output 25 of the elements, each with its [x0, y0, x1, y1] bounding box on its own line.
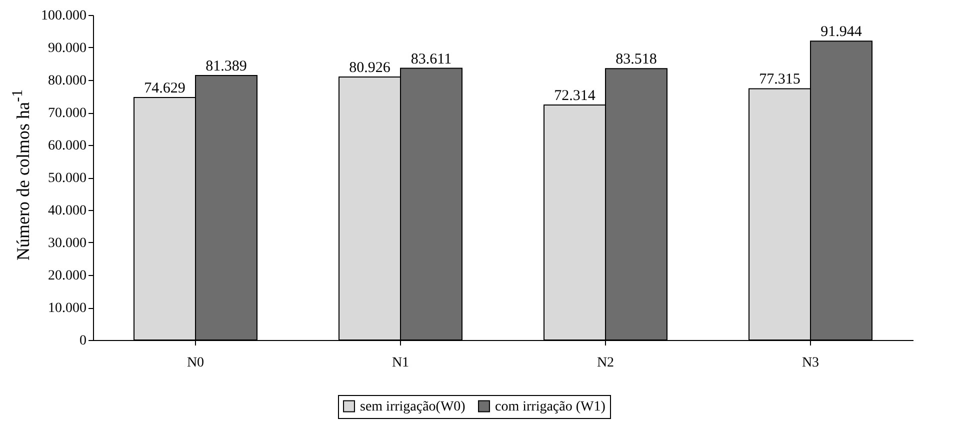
legend-label: com irrigação (W1) [495, 399, 606, 414]
y-tick-label: 80.000 [48, 74, 86, 88]
y-tick-label: 100.000 [41, 8, 86, 24]
data-label: 77.315 [759, 72, 800, 88]
y-tick-label: 50.000 [48, 171, 86, 186]
x-tick-label: N3 [802, 356, 820, 370]
y-tick-label: 30.000 [48, 236, 86, 251]
y-tick-label: 0 [80, 334, 86, 348]
y-tick-label: 10.000 [48, 301, 86, 316]
data-label: 74.629 [144, 80, 186, 96]
data-label: 72.314 [554, 88, 596, 104]
y-tick-label: 70.000 [48, 106, 86, 121]
y-tick-label: 60.000 [48, 138, 86, 154]
x-tick-label: N2 [596, 356, 614, 370]
y-tick-label: 40.000 [48, 204, 86, 218]
data-label: 81.389 [206, 58, 247, 74]
x-tick-label: N0 [186, 356, 204, 370]
legend-label: sem irrigação(W0) [360, 399, 466, 414]
data-label: 80.926 [349, 60, 391, 76]
y-tick-label: 90.000 [48, 41, 86, 56]
data-label: 83.518 [616, 52, 657, 68]
data-label: 91.944 [820, 24, 862, 40]
data-label: 83.611 [410, 51, 452, 68]
x-tick-label: N1 [392, 356, 410, 370]
y-tick-label: 20.000 [48, 268, 86, 284]
